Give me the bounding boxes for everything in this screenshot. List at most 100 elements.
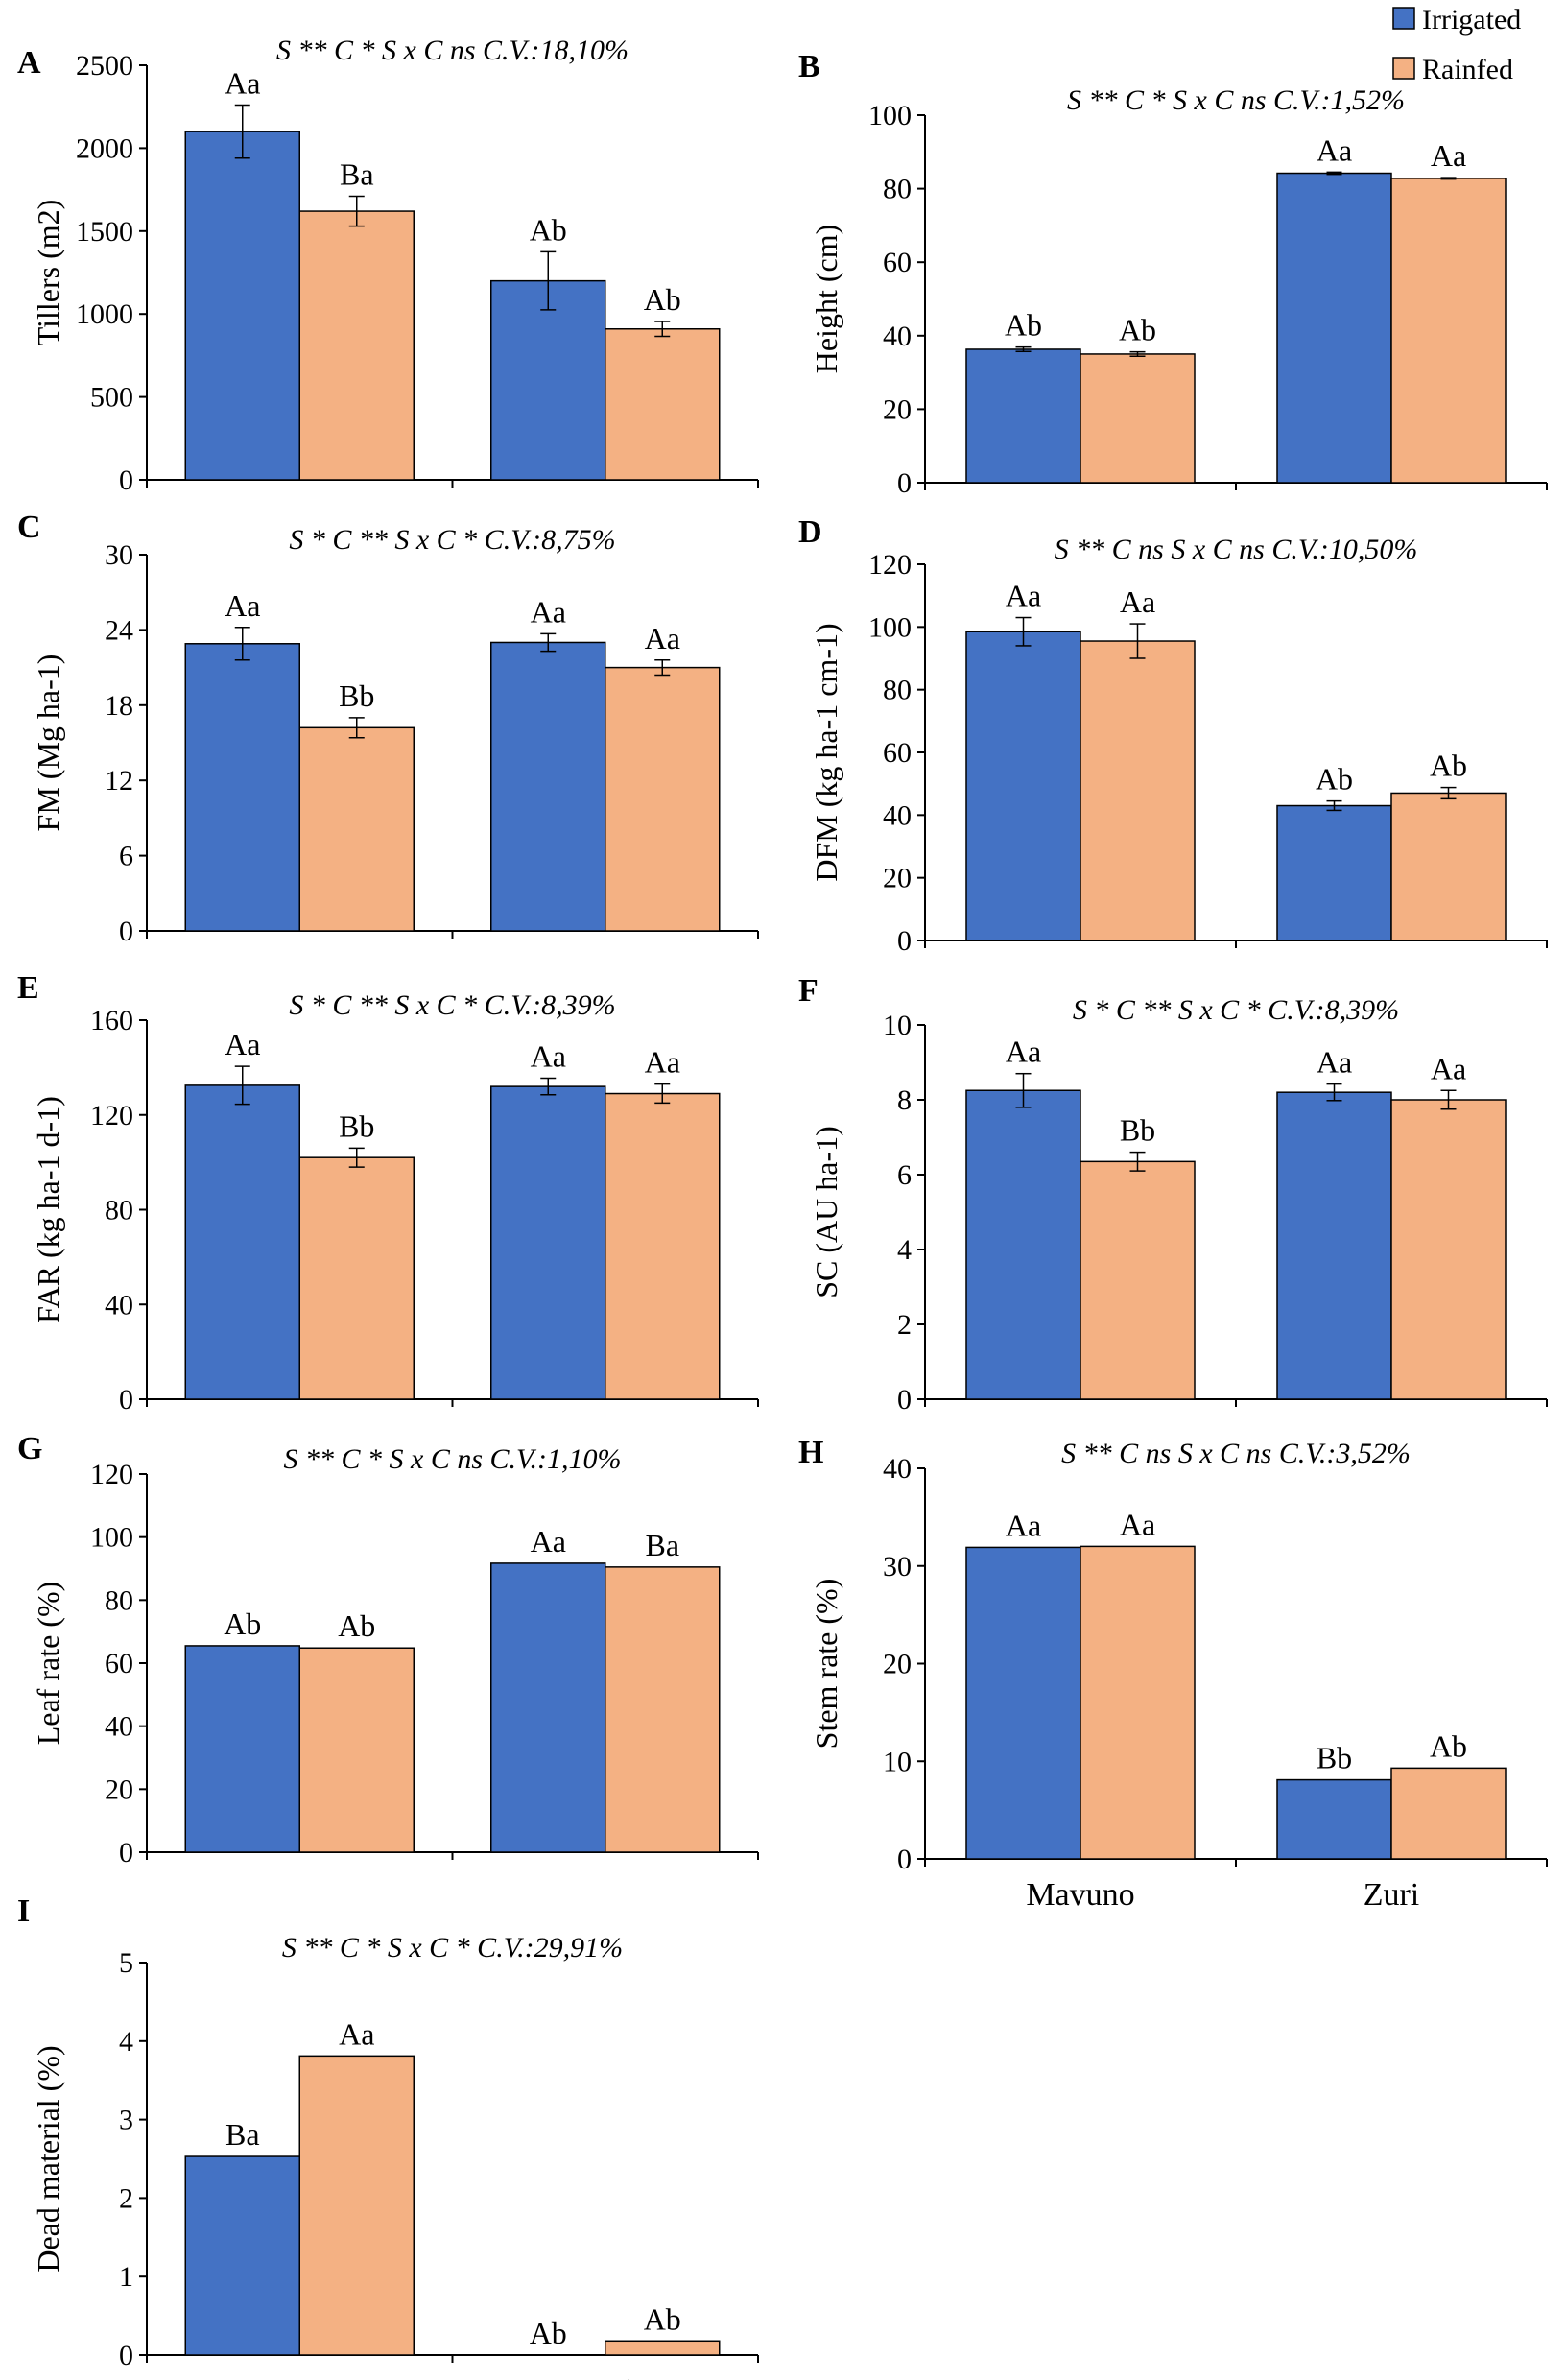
data-label: Ba <box>645 1528 679 1562</box>
y-tick-label: 2 <box>897 1309 912 1341</box>
y-tick-label: 0 <box>119 2340 133 2371</box>
data-label: Aa <box>531 1524 566 1559</box>
y-tick-label: 0 <box>897 467 912 499</box>
y-axis-label: Tillers (m2) <box>31 200 65 346</box>
significance-annotation: S * C ** S x C * C.V.:8,75% <box>289 524 615 556</box>
y-tick-label: 1000 <box>76 298 133 330</box>
bar-rainfed <box>298 2055 415 2356</box>
data-label: Bb <box>339 1108 374 1143</box>
bar-rainfed <box>1080 1160 1196 1400</box>
panel-h: H 0 10 20 30 40 Stem rate (%) S ** C ns S x C n… <box>798 1435 1548 1913</box>
bar-irrigated <box>1276 1091 1392 1400</box>
panel-letter: E <box>17 970 39 1006</box>
y-tick-label: 20 <box>105 1773 133 1805</box>
bar-rainfed <box>298 1156 415 1400</box>
significance-annotation: S ** C * S x C ns C.V.:1,10% <box>284 1443 622 1475</box>
data-label: Bb <box>1317 1741 1352 1775</box>
data-label: Aa <box>531 1038 566 1073</box>
data-label: Aa <box>225 588 260 623</box>
data-label: Ab <box>1430 749 1467 783</box>
y-tick-label: 2500 <box>76 50 133 82</box>
data-label: Aa <box>1431 138 1466 173</box>
bar-irrigated <box>184 1645 300 1853</box>
y-tick-label: 80 <box>883 675 912 706</box>
bar-rainfed <box>1080 1545 1196 1860</box>
bar-rainfed <box>1390 792 1507 941</box>
bar-irrigated <box>490 1562 606 1853</box>
significance-annotation: S ** C * S x C ns C.V.:18,10% <box>276 35 629 66</box>
y-tick-label: 30 <box>883 1551 912 1583</box>
y-tick-label: 160 <box>90 1005 133 1036</box>
x-tick-label: Mavuno <box>1026 1877 1134 1913</box>
panel-letter: H <box>798 1435 823 1470</box>
panel-b: B 0 20 40 60 80 100 Height (cm) S ** C * S x C n… <box>798 49 1548 499</box>
data-label: Aa <box>339 2016 374 2051</box>
y-tick-label: 2 <box>119 2182 133 2214</box>
y-tick-label: 120 <box>868 549 912 581</box>
y-tick-label: 30 <box>105 539 133 571</box>
y-tick-label: 24 <box>105 614 133 646</box>
bar-irrigated <box>965 1089 1081 1400</box>
y-tick-label: 100 <box>868 100 912 131</box>
y-tick-label: 10 <box>883 1746 912 1777</box>
y-tick-label: 60 <box>105 1648 133 1679</box>
bar-rainfed <box>1080 640 1196 941</box>
bar-rainfed <box>298 210 415 481</box>
data-label: Bb <box>1120 1113 1155 1148</box>
panel-letter: A <box>17 45 41 81</box>
y-axis-label: FM (Mg ha-1) <box>31 654 65 832</box>
data-label: Aa <box>1006 579 1041 613</box>
significance-annotation: S ** C * S x C ns C.V.:1,52% <box>1067 84 1405 116</box>
data-label: Ab <box>338 1608 375 1643</box>
data-label: Aa <box>225 65 260 100</box>
data-label: Ba <box>340 157 374 192</box>
data-label: Aa <box>1120 1507 1155 1541</box>
y-tick-label: 12 <box>105 765 133 797</box>
bar-rainfed <box>1080 353 1196 484</box>
data-label: Aa <box>1120 584 1155 619</box>
significance-annotation: S * C ** S x C * C.V.:8,39% <box>289 989 615 1021</box>
y-tick-label: 18 <box>105 690 133 722</box>
bar-rainfed <box>1390 1767 1507 1860</box>
y-tick-label: 10 <box>883 1010 912 1041</box>
bar-rainfed <box>605 666 721 932</box>
data-label: Aa <box>1317 132 1352 167</box>
x-tick-label: Mavuno <box>246 2373 354 2380</box>
data-label: Ab <box>644 282 681 317</box>
data-label: Ab <box>224 1606 261 1641</box>
legend-label-rainfed: Rainfed <box>1422 54 1513 85</box>
data-label: Aa <box>1431 1051 1466 1085</box>
data-label: Ab <box>530 212 567 247</box>
bar-rainfed <box>605 2340 721 2356</box>
panel-g: G 0 20 40 60 80 100 120 Leaf rate (%) S ** C * S … <box>17 1431 759 1868</box>
panel-i: I 0 1 2 3 4 5 Dead material (%) S ** C * S x C *… <box>17 1893 759 2380</box>
x-tick-label: Zuri <box>577 2373 633 2380</box>
bar-rainfed <box>1390 178 1507 484</box>
bar-rainfed <box>1390 1099 1507 1400</box>
data-label: Aa <box>645 1045 680 1080</box>
data-label: Aa <box>1006 1508 1041 1542</box>
bar-irrigated <box>490 641 606 932</box>
panel-letter: I <box>17 1893 30 1929</box>
y-tick-label: 4 <box>119 2026 133 2058</box>
significance-annotation: S ** C ns S x C ns C.V.:10,50% <box>1055 534 1418 565</box>
data-label: Ab <box>1005 308 1042 343</box>
y-axis-label: Height (cm) <box>809 225 843 374</box>
y-tick-label: 40 <box>883 321 912 352</box>
bar-rainfed <box>298 726 415 932</box>
y-tick-label: 80 <box>883 174 912 205</box>
y-axis-label: SC (AU ha-1) <box>809 1126 843 1298</box>
data-label: Ab <box>1430 1728 1467 1763</box>
y-tick-label: 0 <box>897 1384 912 1416</box>
panel-letter: F <box>798 973 819 1009</box>
y-tick-label: 5 <box>119 1947 133 1979</box>
y-tick-label: 6 <box>897 1159 912 1191</box>
y-tick-label: 120 <box>90 1100 133 1131</box>
y-tick-label: 0 <box>119 464 133 496</box>
significance-annotation: S ** C ns S x C ns C.V.:3,52% <box>1061 1438 1411 1469</box>
data-label: Ba <box>225 2117 260 2152</box>
legend-swatch-irrigated <box>1392 7 1415 30</box>
panel-letter: D <box>798 514 822 550</box>
